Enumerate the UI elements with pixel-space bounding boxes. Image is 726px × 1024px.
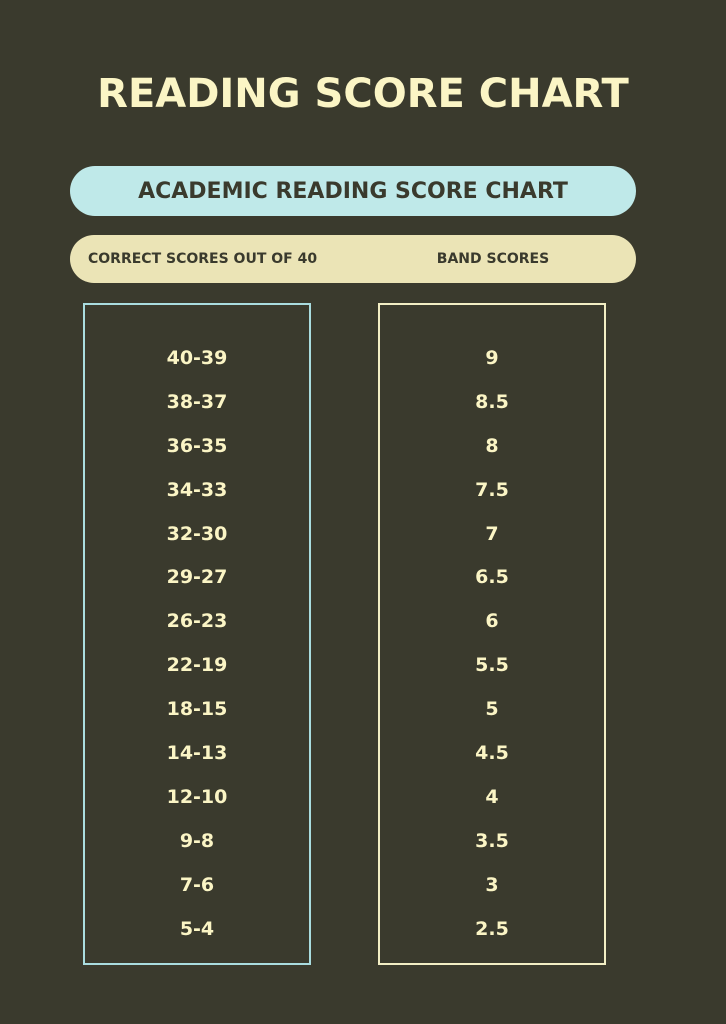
correct-score-cell: 7-6 [179, 873, 215, 896]
band-score-cell: 2.5 [475, 917, 509, 940]
band-scores-list: 9 8.5 8 7.5 7 6.5 6 5.5 5 4.5 4 3.5 3 2.5 [380, 337, 604, 951]
band-score-cell: 4.5 [475, 742, 509, 765]
band-score-cell: 9 [485, 347, 499, 369]
subtitle-banner: ACADEMIC READING SCORE CHART [70, 166, 636, 216]
band-scores-column: 9 8.5 8 7.5 7 6.5 6 5.5 5 4.5 4 3.5 3 2.5 [378, 303, 606, 965]
subtitle-text: ACADEMIC READING SCORE CHART [138, 178, 568, 204]
band-score-cell: 3.5 [475, 829, 509, 852]
correct-scores-header: CORRECT SCORES OUT OF 40 [88, 251, 318, 267]
correct-score-cell: 14-13 [166, 742, 228, 765]
band-score-cell: 6 [485, 610, 499, 633]
band-score-cell: 7 [485, 522, 499, 545]
band-score-cell: 4 [485, 785, 499, 808]
correct-score-cell: 38-37 [166, 390, 228, 413]
page-title: READING SCORE CHART [97, 71, 629, 117]
correct-score-cell: 18-15 [166, 698, 228, 721]
correct-score-cell: 22-19 [166, 654, 228, 677]
correct-score-cell: 34-33 [166, 478, 228, 501]
band-score-cell: 8 [485, 434, 499, 457]
correct-score-cell: 26-23 [166, 610, 228, 633]
band-score-cell: 6.5 [475, 566, 509, 589]
band-score-cell: 7.5 [475, 478, 509, 501]
band-score-cell: 5 [485, 698, 499, 721]
correct-score-cell: 5-4 [179, 917, 215, 940]
correct-score-cell: 9-8 [179, 829, 215, 852]
correct-scores-list: 40-39 38-37 36-35 34-33 32-30 29-27 26-23 22-19… [85, 337, 309, 951]
correct-score-cell: 12-10 [166, 785, 228, 808]
column-header-bar: CORRECT SCORES OUT OF 40 BAND SCORES [70, 235, 636, 283]
band-scores-header: BAND SCORES [436, 251, 550, 267]
correct-score-cell: 36-35 [166, 434, 228, 457]
correct-score-cell: 29-27 [166, 566, 228, 589]
correct-score-cell: 40-39 [166, 347, 228, 369]
correct-scores-column: 40-39 38-37 36-35 34-33 32-30 29-27 26-23 22-19… [83, 303, 311, 965]
correct-score-cell: 32-30 [166, 522, 228, 545]
band-score-cell: 3 [485, 873, 499, 896]
band-score-cell: 5.5 [475, 654, 509, 677]
band-score-cell: 8.5 [475, 390, 509, 413]
